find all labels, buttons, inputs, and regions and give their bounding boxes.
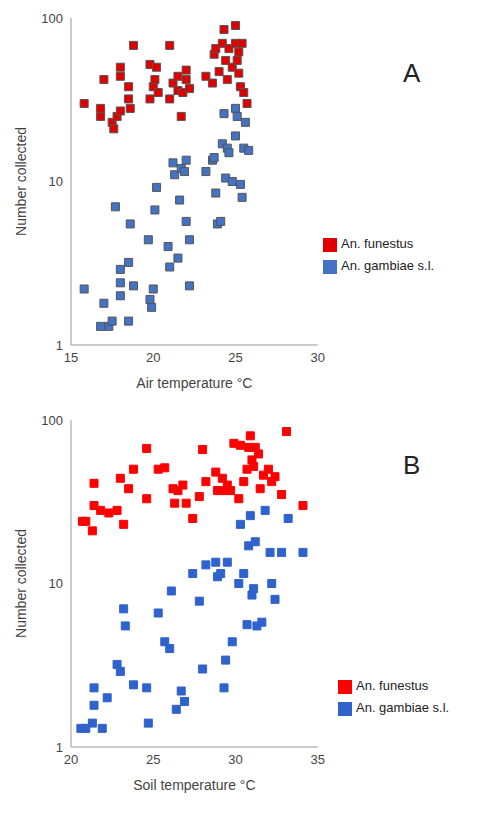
svg-text:Number collected: Number collected <box>13 127 29 236</box>
svg-text:10: 10 <box>49 174 63 189</box>
svg-text:1: 1 <box>56 740 63 755</box>
svg-text:20: 20 <box>146 350 160 365</box>
html-text:An. gambiae s.l.: An. gambiae s.l. <box>341 258 435 273</box>
html-text:An. funestus: An. funestus <box>341 236 414 251</box>
html-text:An. gambiae s.l.: An. gambiae s.l. <box>356 700 450 715</box>
svg-text:35: 35 <box>311 752 325 767</box>
svg-text:30: 30 <box>311 350 325 365</box>
svg-text:1: 1 <box>56 338 63 353</box>
svg-text:30: 30 <box>228 752 242 767</box>
svg-text:25: 25 <box>146 752 160 767</box>
svg-text:100: 100 <box>41 11 63 26</box>
svg-text:Number collected: Number collected <box>13 529 29 638</box>
html-text:An. funestus: An. funestus <box>356 678 429 693</box>
svg-text:25: 25 <box>228 350 242 365</box>
svg-text:15: 15 <box>64 350 78 365</box>
svg-text:100: 100 <box>41 413 63 428</box>
svg-text:20: 20 <box>64 752 78 767</box>
svg-text:Air temperature °C: Air temperature °C <box>136 375 252 391</box>
html-text:A: A <box>403 58 421 88</box>
svg-text:Soil temperature °C: Soil temperature °C <box>133 777 255 793</box>
html-text:B: B <box>403 450 421 480</box>
svg-text:10: 10 <box>49 576 63 591</box>
